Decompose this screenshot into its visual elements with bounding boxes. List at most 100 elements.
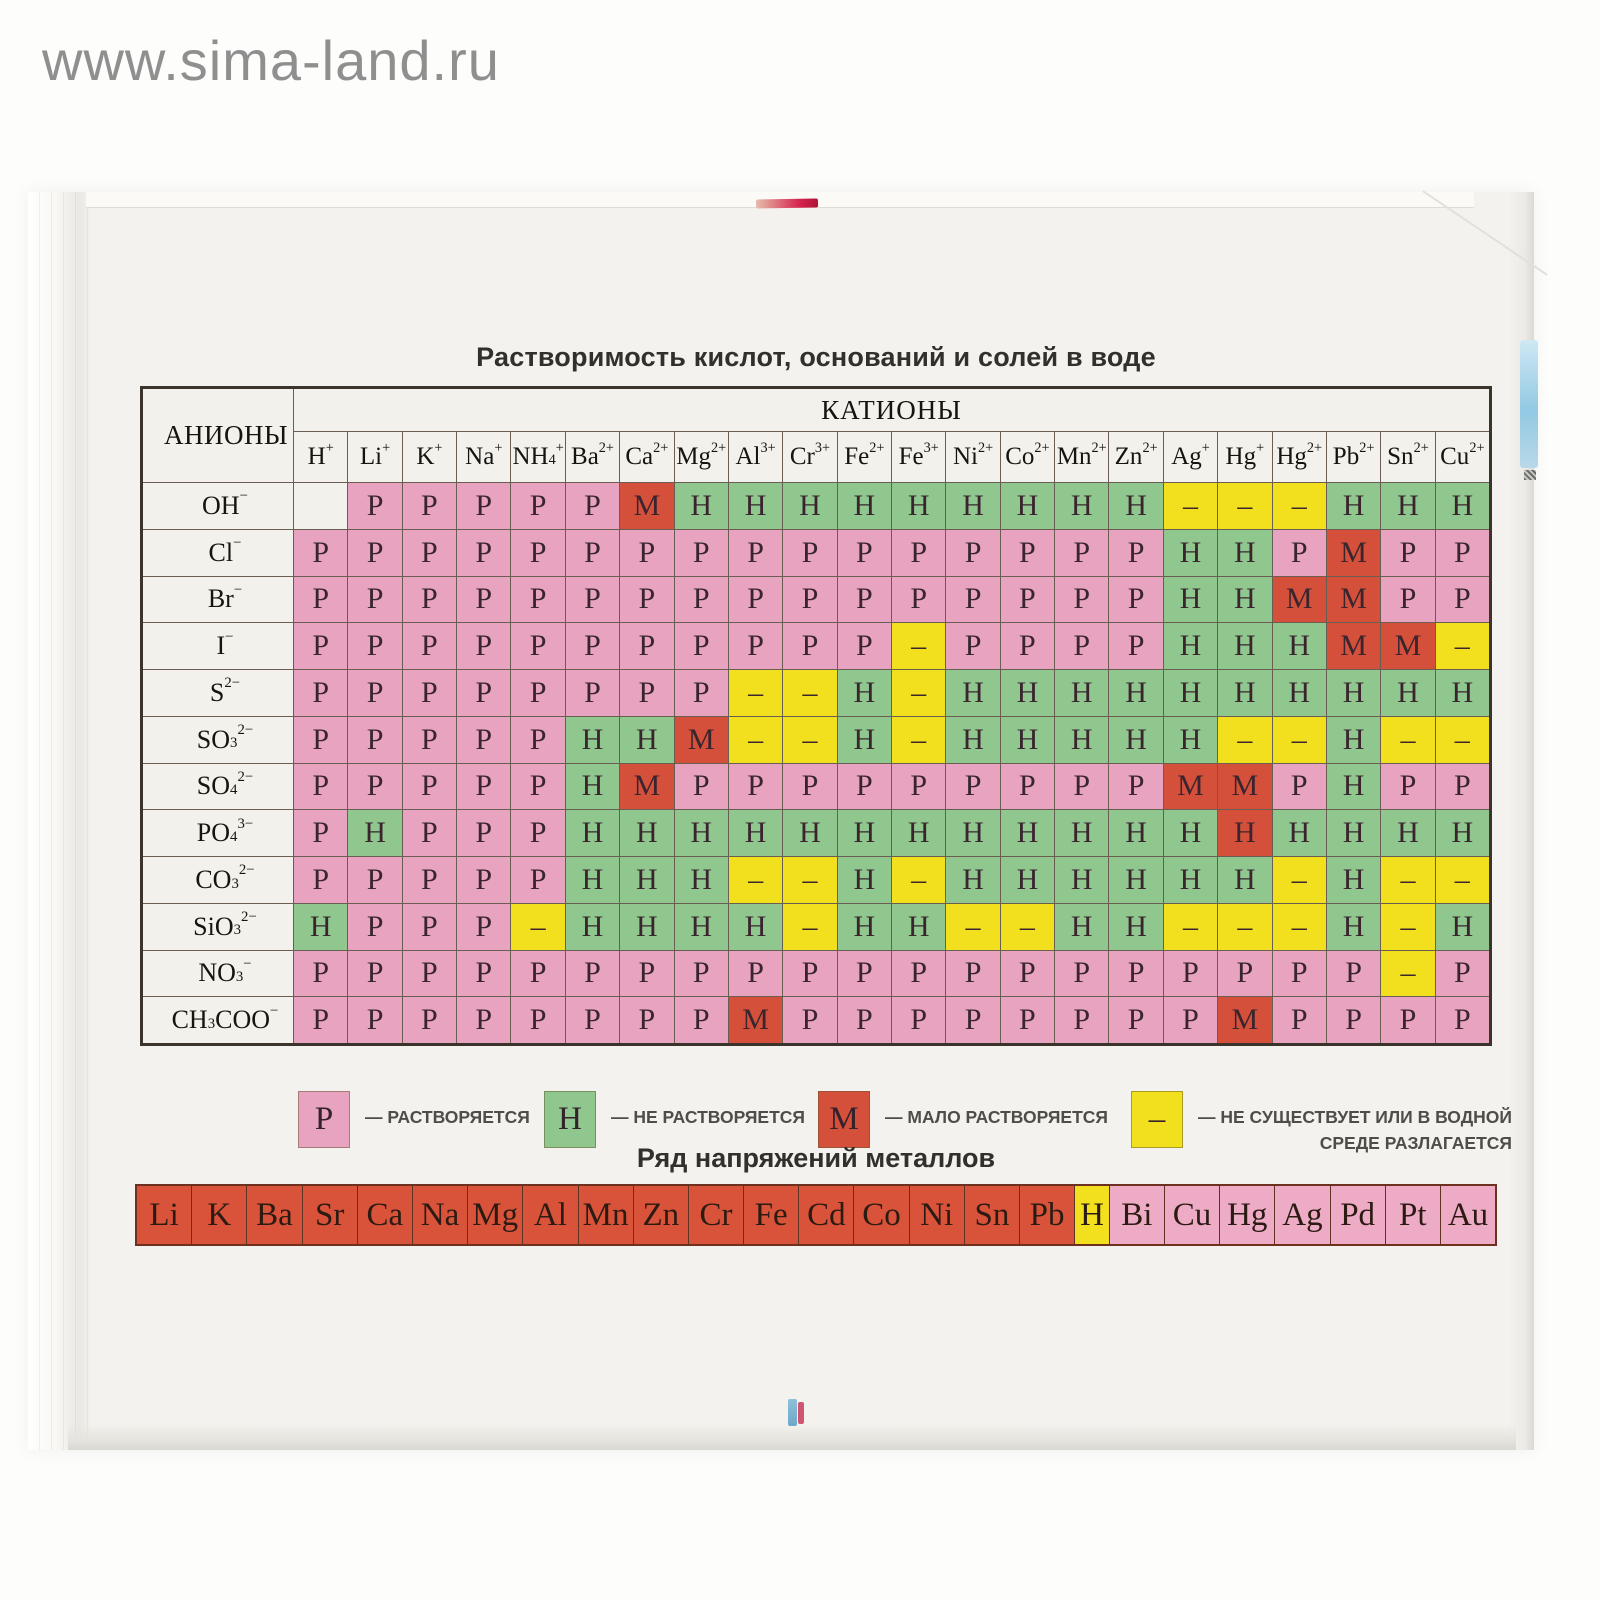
solubility-cell: Н: [946, 857, 1000, 903]
solubility-cell: Н: [565, 810, 620, 856]
solubility-cell: Р: [1272, 529, 1326, 576]
solubility-cell: Н: [1326, 857, 1381, 903]
metal-cell: Pd: [1330, 1186, 1386, 1244]
solubility-cell: Р: [783, 529, 837, 576]
solubility-cell: Н: [1000, 670, 1055, 716]
cation-label: Ca 2+: [620, 432, 674, 482]
solubility-cell: Р: [348, 670, 402, 716]
solubility-cell: –: [946, 903, 1000, 950]
solubility-cell: Р: [457, 950, 511, 997]
solubility-cell: –: [1272, 903, 1326, 950]
legend-item: Н — НЕ РАСТВОРЯЕТСЯ: [544, 1091, 805, 1148]
solubility-cell: Р: [511, 810, 565, 856]
solubility-cell: Н: [1000, 483, 1055, 529]
cover-sliver-blue: [1520, 340, 1538, 468]
solubility-cell: –: [728, 716, 783, 763]
anion-label: I −: [143, 623, 293, 669]
cation-label: K +: [402, 432, 457, 482]
cation-label: Ni 2+: [946, 432, 1000, 482]
metal-cell: K: [192, 1186, 248, 1244]
solubility-cell: Н: [1326, 810, 1381, 856]
solubility-cell: Р: [457, 623, 511, 669]
solubility-cell: Н: [1000, 810, 1055, 856]
solubility-cell: Н: [674, 857, 728, 903]
solubility-cell: Р: [674, 763, 728, 810]
legend-label: — НЕ СУЩЕСТВУЕТ ИЛИ В ВОДНОЙ СРЕДЕ РАЗЛАГ…: [1198, 1107, 1512, 1154]
metal-cell: Ni: [909, 1186, 965, 1244]
book-page: Растворимость кислот, оснований и солей …: [28, 190, 1548, 1450]
solubility-cell: Н: [1163, 576, 1218, 623]
solubility-cell: Р: [728, 763, 783, 810]
anion-label: SO 3 2−: [143, 716, 293, 763]
solubility-cell: Р: [348, 950, 402, 997]
solubility-cell: М: [1272, 576, 1326, 623]
solubility-cell: Р: [1326, 950, 1381, 997]
solubility-cell: Р: [837, 997, 891, 1043]
solubility-cell: –: [1218, 716, 1272, 763]
solubility-cell: Р: [402, 857, 457, 903]
solubility-cell: –: [728, 857, 783, 903]
metal-cell: Li: [137, 1186, 193, 1244]
anion-label: SiO 3 2−: [143, 903, 293, 950]
solubility-cell: Н: [783, 483, 837, 529]
solubility-cell: Н: [946, 670, 1000, 716]
cation-label: NH 4 +: [511, 432, 565, 482]
cation-label: Pb 2+: [1326, 432, 1381, 482]
solubility-cell: Р: [511, 997, 565, 1043]
solubility-cell: Р: [1163, 997, 1218, 1043]
solubility-cell: Р: [946, 623, 1000, 669]
metal-cell: Cu: [1164, 1186, 1221, 1244]
solubility-cell: Н: [728, 483, 783, 529]
solubility-cell: –: [1381, 903, 1435, 950]
cation-label: Li +: [348, 432, 402, 482]
solubility-cell: Н: [565, 903, 620, 950]
metal-cell: Au: [1440, 1186, 1496, 1244]
legend-item: М — МАЛО РАСТВОРЯЕТСЯ: [818, 1091, 1108, 1148]
solubility-cell: Р: [1435, 576, 1489, 623]
solubility-cell: –: [1272, 716, 1326, 763]
solubility-cell: Р: [511, 576, 565, 623]
cation-label: Sn 2+: [1381, 432, 1435, 482]
solubility-cell: Р: [946, 529, 1000, 576]
solubility-cell: Н: [1272, 810, 1326, 856]
solubility-cell: Р: [402, 623, 457, 669]
solubility-cell: –: [511, 903, 565, 950]
metal-cell: H: [1075, 1186, 1110, 1244]
solubility-cell: Н: [1435, 483, 1489, 529]
solubility-cell: Р: [1109, 623, 1163, 669]
solubility-cell: Р: [402, 763, 457, 810]
solubility-cell: Н: [1109, 857, 1163, 903]
solubility-cell: Р: [402, 716, 457, 763]
solubility-cell: Р: [674, 623, 728, 669]
solubility-cell: Н: [728, 810, 783, 856]
solubility-cell: М: [1326, 623, 1381, 669]
solubility-cell: Н: [1109, 670, 1163, 716]
legend: Р — РАСТВОРЯЕТСЯ Н — НЕ РАСТВОРЯЕТСЯ М — МАЛО…: [28, 1085, 1534, 1169]
solubility-cell: Р: [294, 810, 348, 856]
solubility-cell: Р: [1000, 763, 1055, 810]
watermark: www.sima-land.ru: [42, 29, 500, 92]
metal-cell: Hg: [1220, 1186, 1276, 1244]
solubility-cell: –: [1435, 857, 1489, 903]
solubility-cell: Р: [1435, 763, 1489, 810]
cations-header: КАТИОНЫ: [294, 389, 1489, 431]
legend-label: — РАСТВОРЯЕТСЯ: [365, 1107, 530, 1127]
solubility-cell: Р: [511, 763, 565, 810]
solubility-cell: Р: [565, 529, 620, 576]
solubility-cell: Р: [837, 576, 891, 623]
page-bottom-edge: [68, 1424, 1516, 1450]
solubility-cell: Н: [1109, 716, 1163, 763]
solubility-cell: Р: [457, 997, 511, 1043]
anion-label: NO 3−: [143, 950, 293, 997]
solubility-cell: Н: [837, 857, 891, 903]
solubility-cell: Р: [457, 857, 511, 903]
solubility-cell: Н: [1218, 670, 1272, 716]
cation-label: Mg 2+: [674, 432, 728, 482]
solubility-cell: Р: [891, 997, 946, 1043]
solubility-cell: Р: [728, 529, 783, 576]
anion-label: CO 3 2−: [143, 857, 293, 903]
solubility-cell: Р: [457, 810, 511, 856]
solubility-cell: Р: [1326, 997, 1381, 1043]
solubility-cell: Р: [946, 997, 1000, 1043]
solubility-cell: Н: [348, 810, 402, 856]
